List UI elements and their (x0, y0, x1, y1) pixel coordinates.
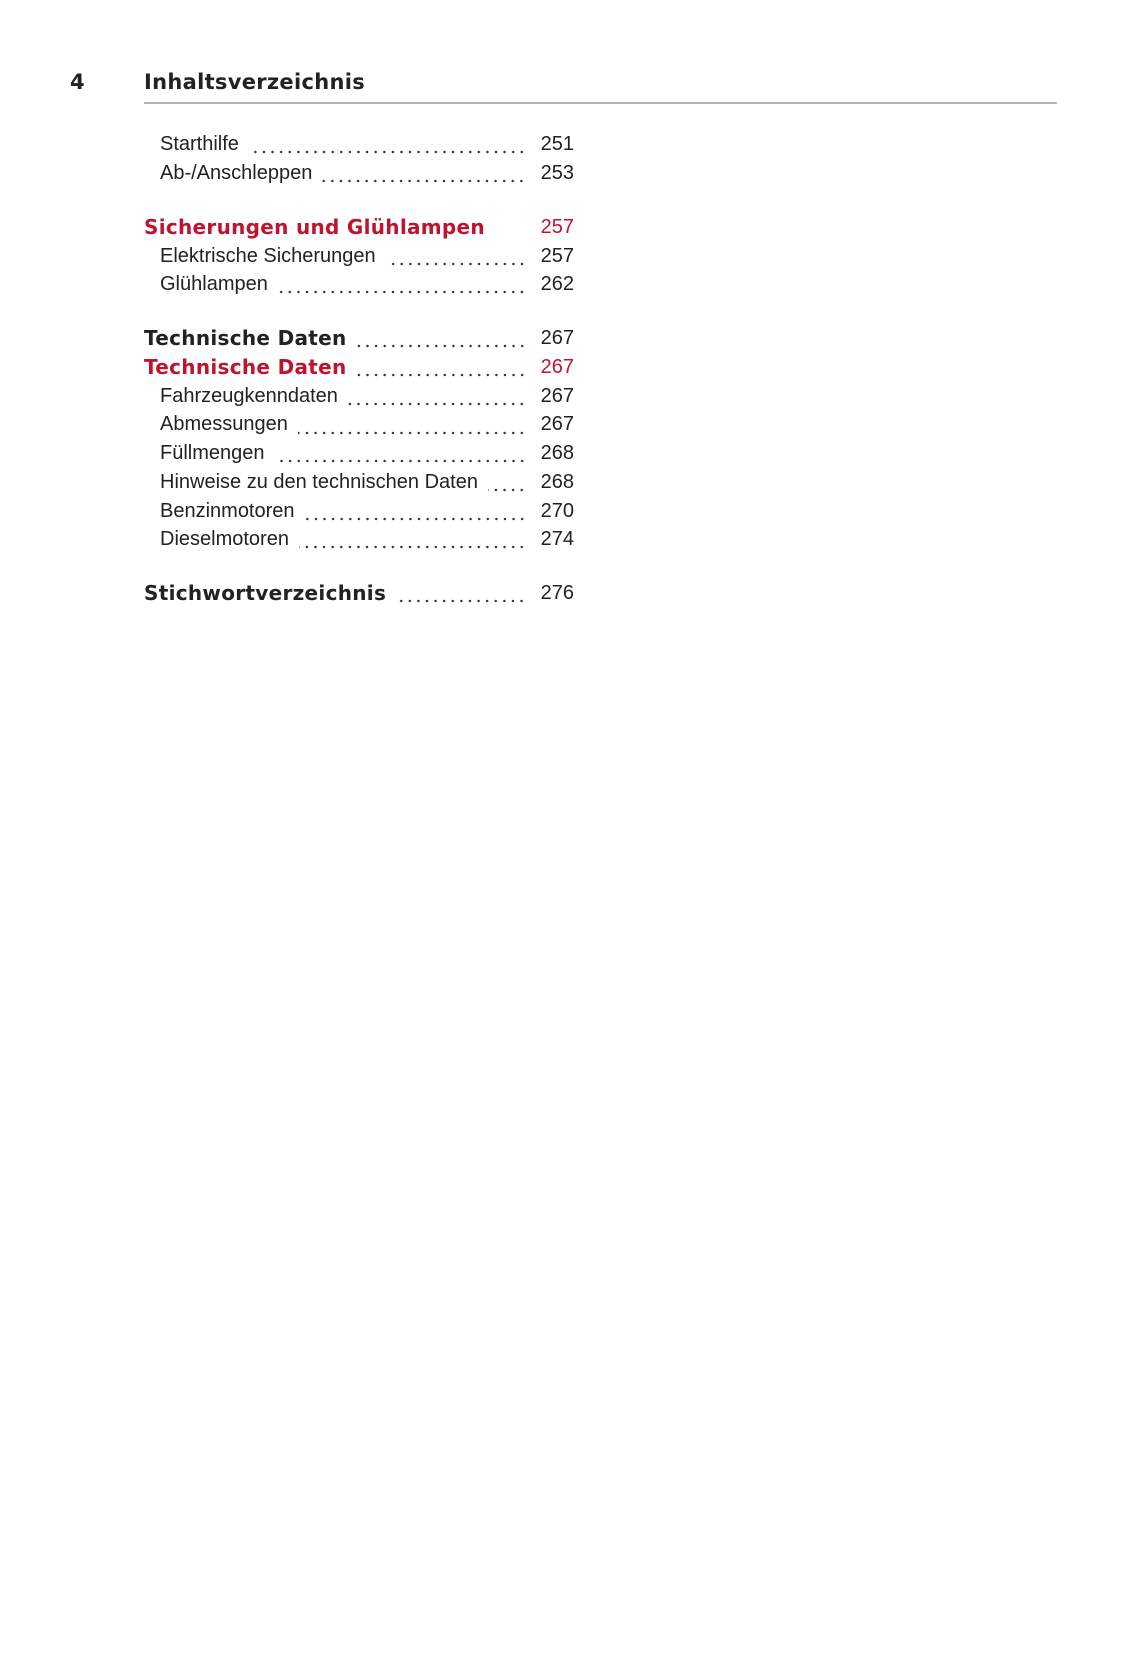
toc-entry-page: 268 (540, 442, 574, 465)
toc-entry-label: Hinweise zu den technischen Daten (160, 470, 478, 493)
toc-section-entry[interactable]: Stichwortverzeichnis 276 (144, 579, 574, 609)
toc-entry[interactable]: Hinweise zu den technischen Daten 268 (144, 467, 574, 497)
section-gap (144, 187, 574, 213)
toc-entry-label: Stichwortverzeichnis (144, 581, 387, 606)
toc-entry-page: 251 (540, 132, 574, 155)
toc-entry-page: 274 (540, 528, 574, 551)
toc-entry-page: 262 (540, 273, 574, 296)
toc-entry-page: 270 (540, 499, 574, 522)
toc-entry[interactable]: Fahrzeugkenndaten 267 (144, 381, 574, 411)
section-gap (144, 299, 574, 325)
toc-entry-page: 267 (540, 413, 574, 436)
toc-entry-page: 253 (540, 161, 574, 184)
toc-entry-label: Fahrzeugkenndaten (160, 384, 338, 407)
toc-entry[interactable]: Benzinmotoren 270 (144, 496, 574, 526)
toc-entry-label: Abmessungen (160, 413, 288, 436)
dot-leader (274, 439, 526, 468)
section-gap (144, 554, 574, 580)
page-title: Inhaltsverzeichnis (144, 70, 366, 94)
dot-leader (356, 353, 526, 382)
toc-entry-label: Technische Daten (144, 355, 347, 380)
toc-entry-label: Glühlampen (160, 273, 268, 296)
dot-leader (298, 525, 526, 554)
toc-entry-page: 267 (540, 327, 574, 350)
toc-entry-label: Starthilfe (160, 132, 239, 155)
toc-entry-label: Füllmengen (160, 442, 265, 465)
dot-leader (495, 213, 526, 242)
dot-leader (487, 467, 526, 497)
toc-section-entry[interactable]: Technische Daten 267 (144, 324, 574, 354)
toc-entry-page: 257 (540, 244, 574, 267)
dot-leader (304, 496, 526, 526)
toc-entry[interactable]: Abmessungen 267 (144, 410, 574, 440)
toc-entry-page: 276 (540, 582, 574, 605)
header-rule (144, 102, 1057, 104)
toc-entry-label: Technische Daten (144, 326, 347, 351)
toc-entry-page: 267 (540, 384, 574, 407)
toc-entry[interactable]: Ab-/Anschleppen 253 (144, 158, 574, 188)
toc-entry-label: Sicherungen und Glühlampen (144, 214, 485, 239)
toc-entry-label: Ab-/Anschleppen (160, 161, 313, 184)
toc-entry[interactable]: Glühlampen 262 (144, 270, 574, 299)
toc-section-entry[interactable]: Technische Daten 267 (144, 353, 574, 382)
toc-entry[interactable]: Elektrische Sicherungen 257 (144, 241, 574, 271)
table-of-contents: Starthilfe 251 Ab-/Anschleppen 253 Sicherung… (144, 130, 574, 609)
toc-entry-label: Benzinmotoren (160, 499, 295, 522)
toc-entry-label: Elektrische Sicherungen (160, 244, 376, 267)
toc-entry-page: 257 (540, 215, 574, 238)
dot-leader (385, 241, 526, 271)
dot-leader (248, 130, 526, 159)
toc-entry-page: 267 (540, 356, 574, 379)
toc-entry[interactable]: Starthilfe 251 (144, 130, 574, 159)
dot-leader (356, 324, 526, 354)
toc-entry-label: Dieselmotoren (160, 528, 289, 551)
dot-leader (347, 381, 526, 411)
toc-entry[interactable]: Füllmengen 268 (144, 439, 574, 468)
dot-leader (277, 270, 526, 299)
dot-leader (322, 158, 526, 188)
toc-entry[interactable]: Dieselmotoren 274 (144, 525, 574, 554)
toc-entry-page: 268 (540, 470, 574, 493)
page-number: 4 (70, 70, 85, 94)
dot-leader (297, 410, 526, 440)
toc-section-entry[interactable]: Sicherungen und Glühlampen 257 (144, 213, 574, 242)
dot-leader (396, 579, 526, 609)
